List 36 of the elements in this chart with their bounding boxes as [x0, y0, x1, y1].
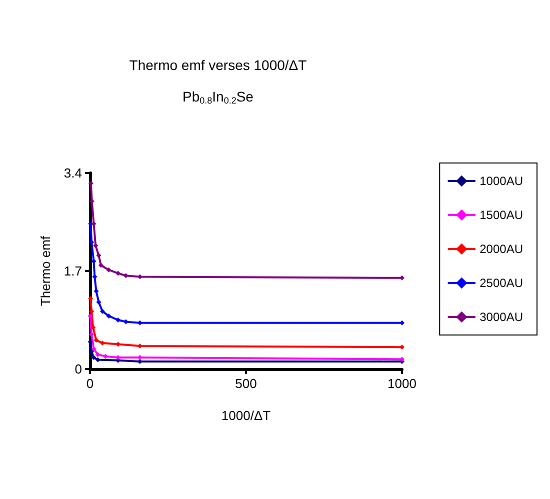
- legend-label: 2500AU: [480, 276, 524, 290]
- legend-label: 2000AU: [480, 242, 524, 256]
- point: [400, 275, 404, 280]
- point: [400, 320, 404, 326]
- point: [91, 346, 96, 352]
- x-tick-label: 500: [235, 376, 257, 391]
- point: [94, 338, 99, 343]
- x-tick-label: 1000: [388, 376, 416, 391]
- legend-label: 1000AU: [480, 174, 524, 188]
- point: [93, 243, 98, 248]
- point: [106, 267, 112, 272]
- point: [95, 352, 100, 358]
- point: [96, 300, 102, 305]
- point: [98, 262, 104, 268]
- y-tick-label: 1.7: [64, 264, 82, 278]
- x-axis-title: 1000/ΔT: [221, 408, 271, 423]
- point: [116, 270, 121, 276]
- point: [400, 344, 404, 350]
- legend-label: 3000AU: [480, 310, 524, 324]
- point: [88, 313, 93, 318]
- point: [91, 354, 96, 360]
- point: [100, 308, 105, 314]
- x-tick-label: 0: [86, 376, 94, 391]
- point: [400, 356, 404, 362]
- point: [100, 340, 105, 346]
- chart-title: Thermo emf verses 1000/ΔT: [129, 57, 308, 73]
- y-tick-label: 3.4: [64, 166, 82, 180]
- point: [106, 313, 112, 318]
- point: [123, 273, 128, 278]
- y-axis-title: Thermo emf: [38, 236, 53, 306]
- legend-label: 1500AU: [480, 208, 524, 222]
- point: [96, 252, 102, 258]
- y-tick-label: 0: [74, 362, 82, 376]
- point: [123, 319, 128, 324]
- point: [88, 339, 93, 344]
- point: [94, 288, 99, 294]
